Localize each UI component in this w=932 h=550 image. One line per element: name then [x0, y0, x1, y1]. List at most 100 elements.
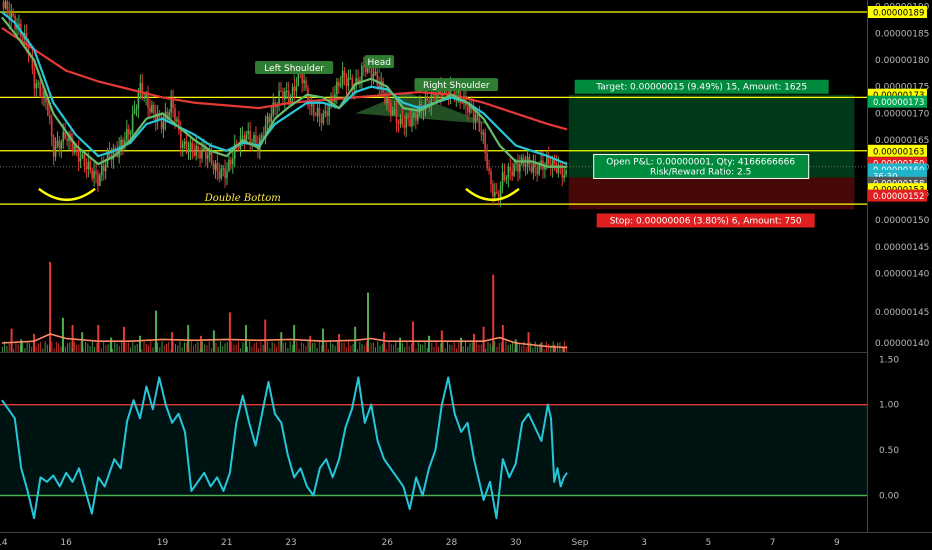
volume-bar-fill: [226, 341, 228, 352]
volume-bar-fill: [415, 348, 417, 352]
volume-bar-fill: [22, 341, 24, 352]
volume-bar-fill: [471, 342, 473, 352]
candle-body: [499, 185, 502, 198]
candle-body: [403, 125, 406, 128]
candle-body: [565, 170, 567, 176]
candle-body: [497, 193, 500, 198]
moving-average-line: [1, 16, 568, 168]
volume-bar-fill: [357, 349, 359, 352]
volume-bar-fill: [372, 342, 374, 352]
volume-bar-fill: [494, 341, 496, 352]
volume-bar-fill: [305, 346, 307, 352]
candle-body: [27, 43, 30, 56]
volume-bar-fill: [386, 349, 388, 352]
candle-body: [339, 84, 342, 87]
candle-body: [345, 76, 348, 86]
volume-bar-fill: [485, 348, 487, 352]
volume-bar-fill: [435, 341, 437, 352]
candle-body: [185, 141, 188, 153]
candle-body: [266, 116, 269, 125]
volume-bar-fill: [377, 341, 379, 352]
volume-bar-fill: [94, 346, 96, 352]
candle-body: [376, 71, 379, 85]
candle-body: [197, 145, 199, 150]
volume-bar-fill: [480, 344, 482, 352]
volume-bar-fill: [73, 341, 75, 352]
volume-bar-fill: [518, 343, 520, 352]
volume-bar-fill: [179, 341, 181, 352]
volume-bar-fill: [175, 344, 177, 352]
volume-bar-fill: [406, 341, 408, 352]
candle-body: [104, 164, 107, 172]
candle-body: [341, 70, 344, 85]
candle-body: [176, 119, 178, 122]
candle-body: [293, 86, 296, 92]
volume-bar-fill: [127, 342, 129, 352]
candle-body: [135, 108, 138, 110]
volume-bar: [228, 312, 231, 352]
volume-bar-fill: [278, 341, 280, 352]
target-label-bg: [574, 79, 829, 94]
volume-bar-fill: [181, 347, 183, 352]
candle-body: [226, 171, 228, 179]
candle-body: [457, 90, 460, 94]
candle-body: [245, 133, 248, 143]
volume-bar-fill: [89, 346, 91, 352]
candle-body: [351, 78, 354, 91]
candle-body: [291, 86, 294, 98]
candle-body: [372, 74, 375, 78]
candle-body: [114, 148, 117, 150]
candle-body: [126, 128, 128, 141]
volume-bar-fill: [258, 348, 260, 352]
volume-bar-fill: [548, 343, 550, 352]
volume-bar-fill: [188, 347, 190, 352]
candle-body: [52, 136, 55, 157]
candle-body: [33, 69, 36, 89]
candle-body: [249, 131, 251, 143]
candle-body: [310, 103, 313, 107]
volume-bar-fill: [525, 347, 527, 352]
candle-body: [43, 91, 45, 98]
candle-body: [237, 145, 240, 149]
volume-bar-fill: [321, 345, 323, 352]
volume-bar-fill: [467, 346, 469, 352]
candle-body: [513, 164, 515, 176]
volume-bar-fill: [177, 345, 179, 352]
volume-bar-fill: [395, 341, 397, 352]
volume-bar-fill: [24, 348, 26, 352]
candle-body: [391, 110, 394, 115]
candle-body: [314, 115, 317, 117]
volume-bar-fill: [267, 341, 269, 352]
candle-body: [168, 112, 171, 118]
candle-body: [501, 172, 504, 186]
candle-body: [478, 114, 481, 132]
oscillator-band-fill: [0, 404, 867, 496]
price-tag: 0.00000189: [873, 9, 924, 19]
volume-bar-fill: [1, 346, 3, 352]
price-tick-label: 0.00000145: [875, 243, 929, 253]
volume-bar-fill: [60, 346, 62, 352]
volume-bar-fill: [451, 344, 453, 352]
candle-body: [56, 140, 59, 146]
volume-bar-fill: [40, 342, 42, 352]
volume-bar-fill: [197, 341, 199, 352]
candle-body: [337, 81, 340, 87]
volume-bar: [280, 332, 283, 352]
volume-bar-fill: [240, 348, 242, 352]
candle-body: [285, 90, 288, 92]
volume-bar-fill: [420, 344, 422, 352]
candle-body: [120, 139, 122, 147]
volume-bar-fill: [159, 347, 161, 352]
volume-bar-fill: [273, 343, 275, 352]
candle-body: [297, 70, 300, 87]
price-tag: 0.00000173: [873, 98, 924, 108]
volume-bar-fill: [58, 343, 60, 352]
volume-bar-fill: [199, 348, 201, 352]
volume-bar-fill: [469, 343, 471, 352]
volume-bar-fill: [244, 343, 246, 352]
candle-body: [247, 131, 250, 134]
candle-body: [284, 90, 286, 100]
volume-bar-fill: [505, 341, 507, 352]
candle-body: [4, 1, 7, 9]
